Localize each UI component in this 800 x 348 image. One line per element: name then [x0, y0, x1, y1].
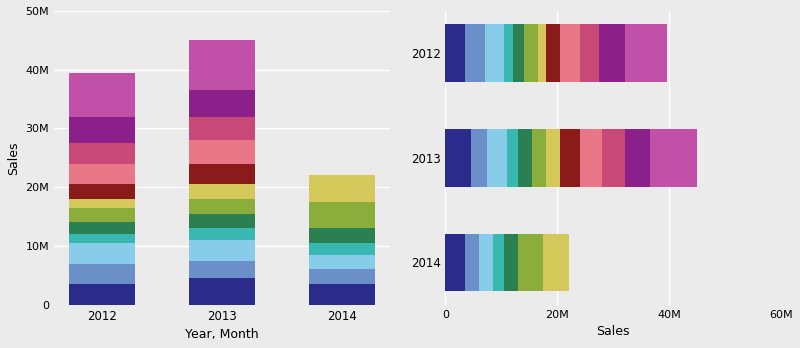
- X-axis label: Year, Month: Year, Month: [185, 328, 259, 341]
- Bar: [189, 40, 255, 90]
- Bar: [546, 24, 560, 82]
- Bar: [70, 284, 135, 304]
- Bar: [309, 175, 374, 202]
- Bar: [70, 143, 135, 164]
- Bar: [189, 214, 255, 228]
- Bar: [532, 129, 546, 187]
- Y-axis label: Sales: Sales: [7, 141, 20, 175]
- Bar: [189, 164, 255, 184]
- Bar: [602, 129, 625, 187]
- Bar: [70, 234, 135, 243]
- Bar: [189, 140, 255, 164]
- Bar: [70, 222, 135, 234]
- Bar: [465, 24, 485, 82]
- Bar: [189, 261, 255, 278]
- Bar: [309, 269, 374, 284]
- Bar: [625, 24, 666, 82]
- Bar: [70, 184, 135, 199]
- Bar: [487, 129, 507, 187]
- Bar: [538, 24, 546, 82]
- Bar: [650, 129, 698, 187]
- Bar: [625, 129, 650, 187]
- Bar: [493, 234, 504, 291]
- Bar: [524, 24, 538, 82]
- Bar: [309, 255, 374, 269]
- Bar: [309, 284, 374, 304]
- Bar: [560, 24, 580, 82]
- Bar: [70, 164, 135, 184]
- Bar: [189, 240, 255, 261]
- Bar: [580, 24, 599, 82]
- Bar: [70, 243, 135, 263]
- Bar: [70, 73, 135, 117]
- Bar: [504, 24, 513, 82]
- Bar: [485, 24, 504, 82]
- Bar: [513, 24, 524, 82]
- Bar: [580, 129, 602, 187]
- Bar: [189, 278, 255, 304]
- Bar: [189, 117, 255, 140]
- Bar: [189, 90, 255, 117]
- Bar: [465, 234, 479, 291]
- Bar: [479, 234, 493, 291]
- Bar: [446, 24, 465, 82]
- Bar: [546, 129, 560, 187]
- Bar: [309, 228, 374, 243]
- Bar: [518, 234, 543, 291]
- Bar: [543, 234, 569, 291]
- Bar: [446, 234, 465, 291]
- Bar: [518, 129, 532, 187]
- Bar: [507, 129, 518, 187]
- Bar: [70, 117, 135, 143]
- Bar: [470, 129, 487, 187]
- Bar: [70, 263, 135, 284]
- Bar: [599, 24, 625, 82]
- Bar: [309, 202, 374, 228]
- Bar: [189, 199, 255, 214]
- Bar: [70, 199, 135, 208]
- Bar: [189, 228, 255, 240]
- Bar: [70, 208, 135, 222]
- X-axis label: Sales: Sales: [597, 325, 630, 338]
- Bar: [309, 243, 374, 255]
- Bar: [560, 129, 580, 187]
- Bar: [446, 129, 470, 187]
- Bar: [189, 184, 255, 199]
- Bar: [504, 234, 518, 291]
